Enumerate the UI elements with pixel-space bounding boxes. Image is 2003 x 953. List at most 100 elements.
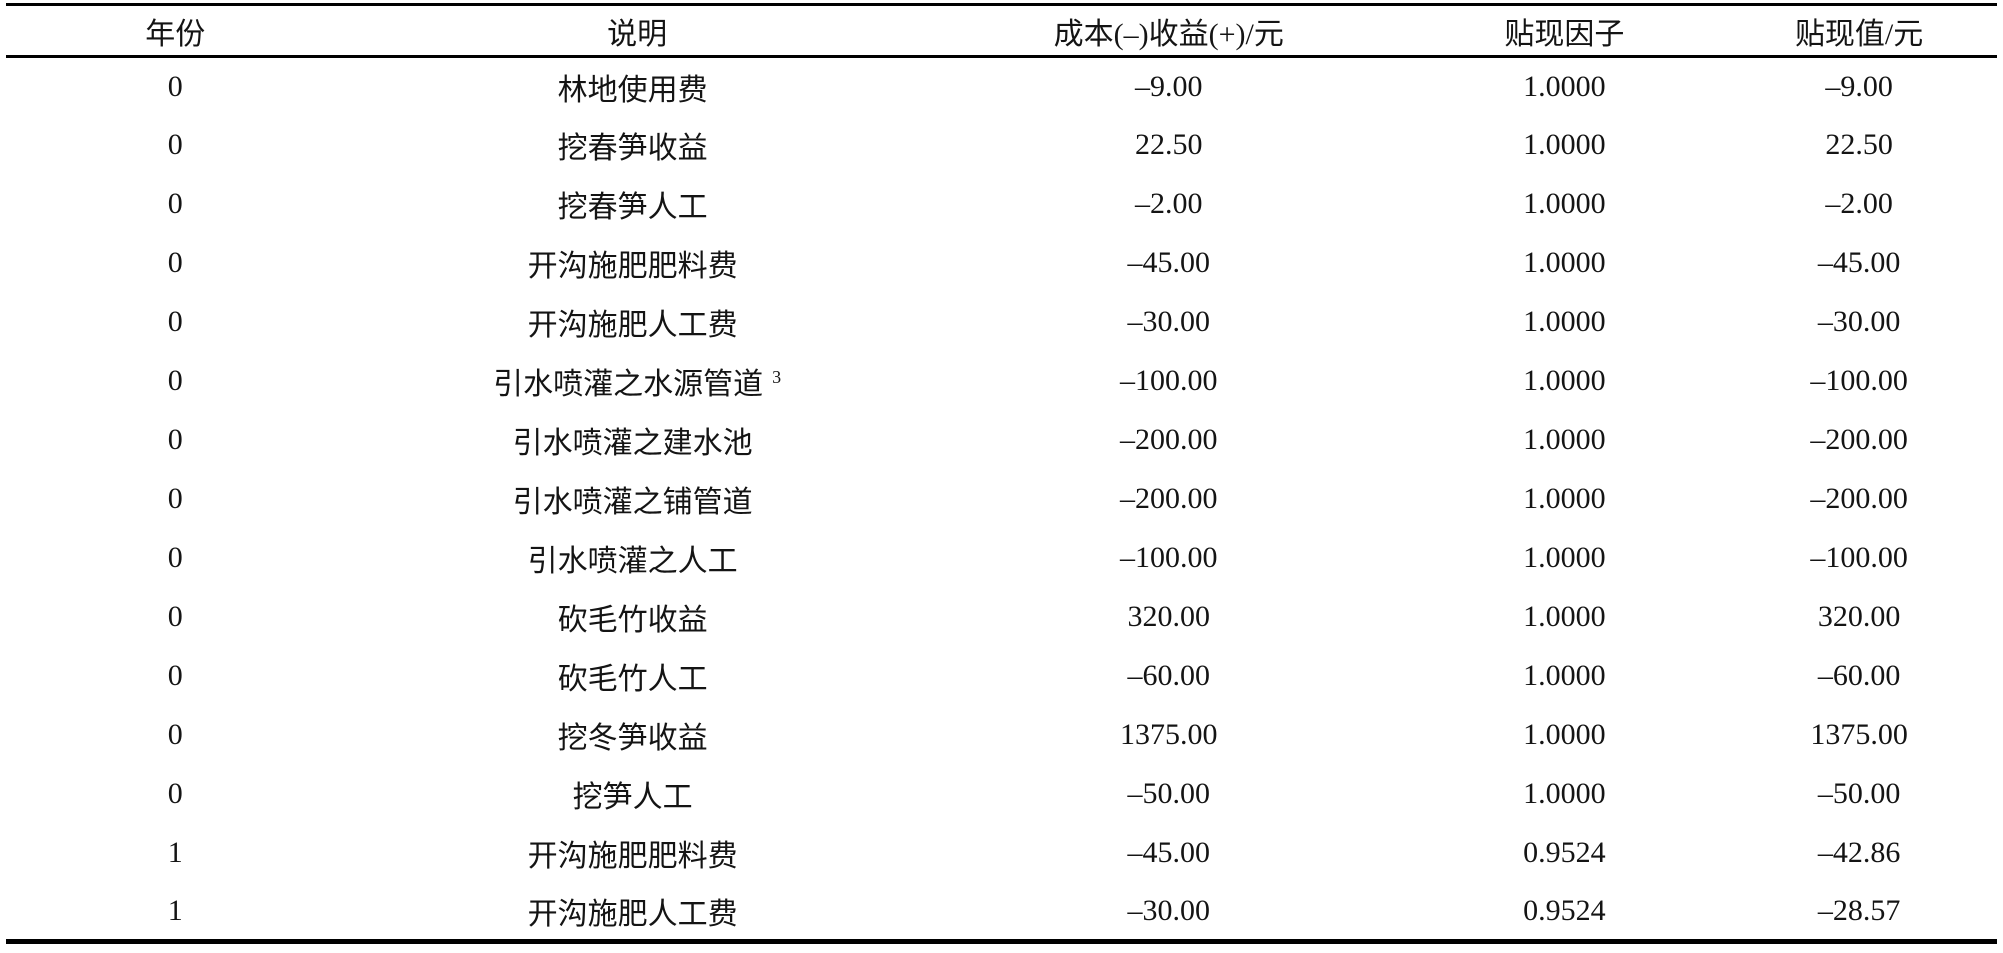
col-header-present-value: 贴现值/元: [1794, 17, 1924, 51]
cell-description: 挖春笋收益: [344, 116, 929, 175]
cell-present-value: 320.00: [1817, 600, 1901, 633]
table-row: 0 引水喷灌之人工 –100.00 1.0000 –100.00: [6, 529, 1997, 588]
table-row: 0 挖笋人工 –50.00 1.0000 –50.00: [6, 765, 1997, 824]
table-row: 0 砍毛竹收益 320.00 1.0000 320.00: [6, 588, 1997, 647]
cell-discount-factor: 0.9524: [1523, 836, 1606, 869]
cell-year: 0: [167, 777, 183, 810]
cell-year: 0: [167, 423, 183, 456]
cell-discount-factor: 1.0000: [1523, 659, 1606, 692]
cell-description: 挖冬笋收益: [344, 706, 929, 765]
description-text: 挖笋人工: [572, 781, 693, 814]
cell-present-value: 22.50: [1825, 128, 1893, 161]
cell-cost-benefit: –9.00: [1134, 69, 1203, 103]
cell-discount-factor: 1.0000: [1523, 600, 1606, 633]
cell-cost-benefit: –100.00: [1119, 364, 1218, 397]
table-row: 0 引水喷灌之建水池 –200.00 1.0000 –200.00: [6, 411, 1997, 470]
cell-description: 引水喷灌之建水池: [344, 411, 929, 470]
cell-discount-factor: 1.0000: [1523, 69, 1606, 103]
cell-cost-benefit: –100.00: [1119, 541, 1218, 574]
cell-present-value: –200.00: [1810, 423, 1908, 456]
cell-year: 0: [167, 482, 183, 515]
cell-description: 开沟施肥人工费: [344, 293, 929, 352]
footnote-marker-3: 3: [772, 367, 782, 387]
cell-present-value: –2.00: [1825, 187, 1893, 220]
cell-discount-factor: 1.0000: [1523, 541, 1606, 574]
cell-year: 0: [167, 305, 183, 338]
description-text: 砍毛竹收益: [557, 604, 708, 637]
table-header: 年份 说明 成本(–)收益(+)/元 贴现因子 贴现值/元: [6, 5, 1997, 57]
table-row: 0 引水喷灌之水源管道 3 –100.00 1.0000 –100.00: [6, 352, 1997, 411]
cell-description: 挖笋人工: [344, 765, 929, 824]
table-row: 0 挖春笋人工 –2.00 1.0000 –2.00: [6, 175, 1997, 234]
table-row: 0 挖冬笋收益 1375.00 1.0000 1375.00: [6, 706, 1997, 765]
cell-present-value: –28.57: [1817, 893, 1901, 927]
cell-discount-factor: 1.0000: [1523, 482, 1606, 515]
cell-discount-factor: 1.0000: [1523, 718, 1606, 751]
cell-cost-benefit: 1375.00: [1119, 718, 1218, 751]
cell-description: 引水喷灌之水源管道 3: [344, 352, 929, 411]
cell-year: 0: [167, 364, 183, 397]
cell-discount-factor: 1.0000: [1523, 128, 1606, 161]
cell-cost-benefit: –45.00: [1127, 836, 1210, 869]
cell-description: 挖春笋人工: [344, 175, 929, 234]
cell-present-value: –9.00: [1825, 69, 1893, 103]
cell-year: 1: [167, 836, 183, 869]
cell-discount-factor: 1.0000: [1523, 364, 1606, 397]
table-row: 1 开沟施肥肥料费 –45.00 0.9524 –42.86: [6, 824, 1997, 883]
cell-description: 砍毛竹收益: [344, 588, 929, 647]
cell-present-value: –42.86: [1817, 836, 1901, 869]
description-text: 挖冬笋收益: [557, 722, 708, 755]
cell-discount-factor: 1.0000: [1523, 777, 1606, 810]
cell-description: 引水喷灌之人工: [344, 529, 929, 588]
cell-cost-benefit: –45.00: [1127, 246, 1210, 279]
cell-cost-benefit: –60.00: [1127, 659, 1210, 692]
cell-cost-benefit: –200.00: [1119, 482, 1218, 515]
description-text: 开沟施肥肥料费: [527, 250, 738, 283]
cost-benefit-discount-table: 年份 说明 成本(–)收益(+)/元 贴现因子 贴现值/元 0 林地使用费 –9…: [6, 3, 1997, 944]
description-text: 开沟施肥肥料费: [527, 840, 738, 873]
cell-cost-benefit: –200.00: [1119, 423, 1218, 456]
table-row: 0 开沟施肥人工费 –30.00 1.0000 –30.00: [6, 293, 1997, 352]
cell-year: 0: [167, 246, 183, 279]
table-body: 0 林地使用费 –9.00 1.0000 –9.00 0 挖春笋收益 22.50…: [6, 57, 1997, 942]
cell-year: 0: [167, 541, 183, 574]
description-text: 砍毛竹人工: [557, 663, 708, 696]
cell-discount-factor: 1.0000: [1523, 187, 1606, 220]
cell-cost-benefit: 320.00: [1127, 600, 1210, 633]
cell-present-value: –30.00: [1817, 305, 1901, 338]
cell-cost-benefit: –30.00: [1127, 305, 1210, 338]
description-text: 引水喷灌之建水池: [512, 427, 753, 460]
col-header-year: 年份: [145, 17, 206, 51]
cell-present-value: –50.00: [1817, 777, 1901, 810]
cell-discount-factor: 0.9524: [1523, 893, 1606, 927]
cell-description: 林地使用费: [344, 57, 929, 116]
description-text: 挖春笋收益: [557, 132, 708, 165]
description-text: 挖春笋人工: [557, 191, 708, 224]
cell-present-value: –60.00: [1817, 659, 1901, 692]
header-row: 年份 说明 成本(–)收益(+)/元 贴现因子 贴现值/元: [6, 5, 1997, 57]
cell-cost-benefit: 22.50: [1134, 128, 1203, 161]
table-row: 0 引水喷灌之铺管道 –200.00 1.0000 –200.00: [6, 470, 1997, 529]
cell-year: 0: [167, 128, 183, 161]
cell-cost-benefit: –30.00: [1127, 893, 1210, 927]
description-text: 引水喷灌之水源管道: [493, 368, 764, 401]
cell-description: 开沟施肥肥料费: [344, 234, 929, 293]
col-header-cost-benefit: 成本(–)收益(+)/元: [1053, 17, 1284, 51]
cell-present-value: 1375.00: [1810, 718, 1908, 751]
cell-description: 开沟施肥肥料费: [344, 824, 929, 883]
col-header-discount-factor: 贴现因子: [1504, 17, 1625, 51]
cell-discount-factor: 1.0000: [1523, 246, 1606, 279]
table-row: 1 开沟施肥人工费 –30.00 0.9524 –28.57: [6, 883, 1997, 942]
cell-cost-benefit: –50.00: [1127, 777, 1210, 810]
cell-present-value: –100.00: [1810, 364, 1908, 397]
description-text: 林地使用费: [557, 73, 708, 107]
description-text: 引水喷灌之人工: [527, 545, 738, 578]
cell-year: 0: [167, 659, 183, 692]
cell-description: 开沟施肥人工费: [344, 883, 929, 942]
table-row: 0 砍毛竹人工 –60.00 1.0000 –60.00: [6, 647, 1997, 706]
cell-year: 0: [167, 69, 183, 103]
cell-discount-factor: 1.0000: [1523, 423, 1606, 456]
cell-description: 引水喷灌之铺管道: [344, 470, 929, 529]
cell-present-value: –100.00: [1810, 541, 1908, 574]
